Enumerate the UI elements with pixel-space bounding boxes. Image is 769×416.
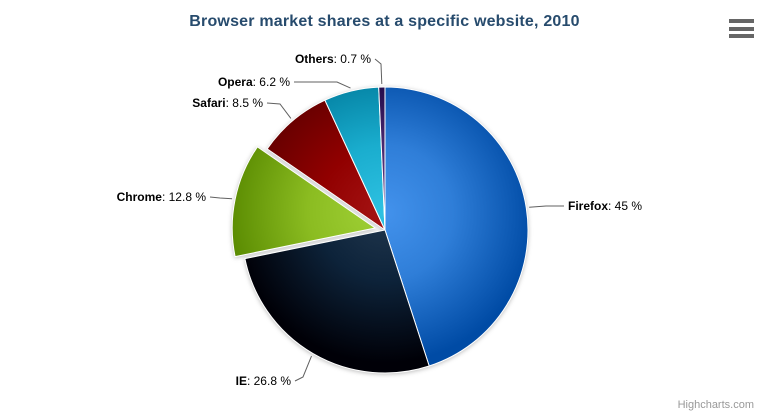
pie-slice-ie[interactable] <box>244 229 430 374</box>
context-menu-button[interactable] <box>729 19 754 38</box>
pie-slice-others[interactable] <box>378 86 386 231</box>
credits-link[interactable]: Highcharts.com <box>677 399 754 411</box>
label-connector-ie <box>294 355 312 382</box>
label-connector-safari <box>266 102 292 119</box>
hamburger-icon <box>729 19 754 23</box>
label-connector-others <box>374 58 383 85</box>
label-connectors <box>209 58 564 382</box>
hamburger-icon <box>729 34 754 38</box>
pie-slice-chrome[interactable] <box>231 146 376 258</box>
label-connector-firefox <box>529 205 564 208</box>
pie-series <box>231 86 529 374</box>
label-connector-chrome <box>209 196 233 200</box>
label-connector-opera <box>294 81 351 89</box>
chart-title: Browser market shares at a specific webs… <box>189 13 580 30</box>
pie-slice-firefox[interactable] <box>384 86 529 367</box>
hamburger-icon <box>729 26 754 31</box>
